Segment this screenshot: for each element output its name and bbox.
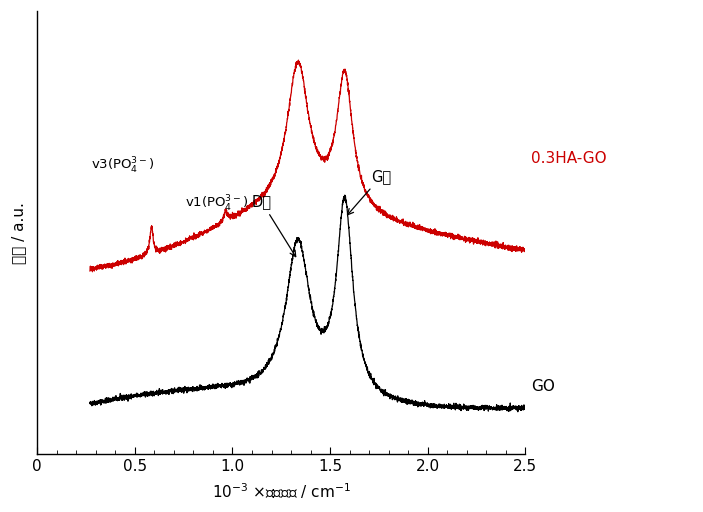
Text: v3(PO$_4^{3-}$): v3(PO$_4^{3-}$) [91,156,155,176]
Y-axis label: 强度 / a.u.: 强度 / a.u. [11,202,26,264]
Text: GO: GO [531,379,555,394]
Text: D带: D带 [252,195,296,257]
X-axis label: $10^{-3}$ ×拉曼位移 / cm$^{-1}$: $10^{-3}$ ×拉曼位移 / cm$^{-1}$ [212,481,351,501]
Text: G带: G带 [347,169,391,215]
Text: 0.3HA-GO: 0.3HA-GO [531,152,607,166]
Text: v1(PO$_4^{3-}$): v1(PO$_4^{3-}$) [185,194,249,214]
